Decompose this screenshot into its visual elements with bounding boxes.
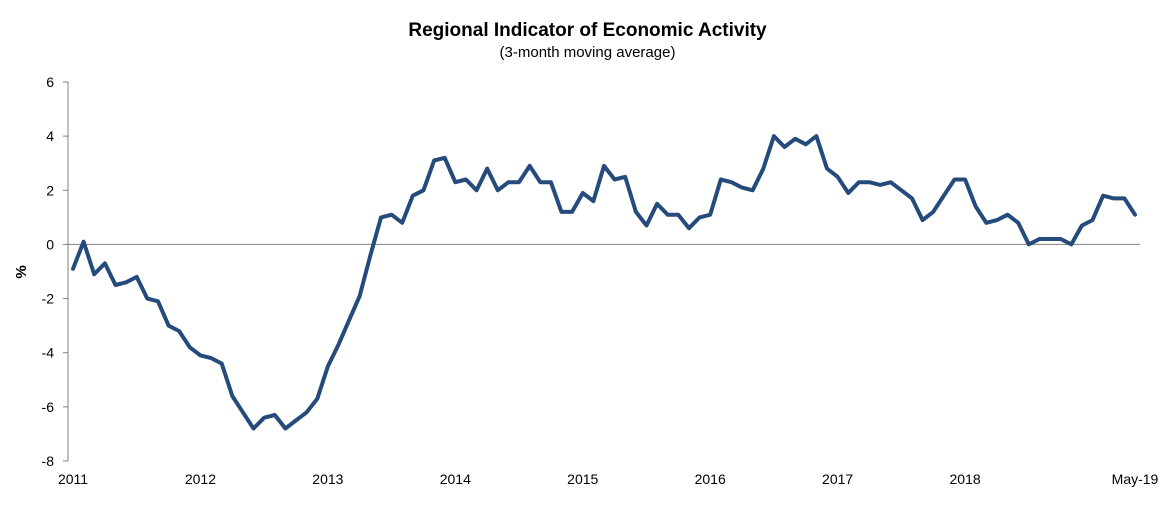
x-tick-label: 2018 bbox=[950, 471, 981, 487]
x-tick-label: 2014 bbox=[440, 471, 471, 487]
y-tick-label: -6 bbox=[42, 399, 55, 415]
x-tick-label: 2016 bbox=[695, 471, 726, 487]
chart-subtitle: (3-month moving average) bbox=[499, 44, 676, 61]
x-tick-label: 2013 bbox=[312, 471, 343, 487]
y-tick-label: -8 bbox=[42, 453, 55, 469]
y-tick-label: -4 bbox=[42, 345, 55, 361]
y-tick-label: 2 bbox=[46, 182, 54, 198]
x-tick-label: May-19 bbox=[1112, 471, 1159, 487]
x-tick-label: 2017 bbox=[822, 471, 853, 487]
x-tick-label: 2012 bbox=[185, 471, 216, 487]
chart-title: Regional Indicator of Economic Activity bbox=[408, 20, 767, 41]
x-tick-label: 2015 bbox=[567, 471, 598, 487]
y-tick-label: -2 bbox=[42, 291, 55, 307]
y-axis-label: % bbox=[13, 265, 30, 278]
y-tick-label: 4 bbox=[46, 128, 54, 144]
y-tick-label: 6 bbox=[46, 74, 54, 90]
y-tick-label: 0 bbox=[46, 236, 54, 252]
series-line bbox=[71, 134, 1137, 431]
x-tick-label: 2011 bbox=[58, 471, 88, 487]
